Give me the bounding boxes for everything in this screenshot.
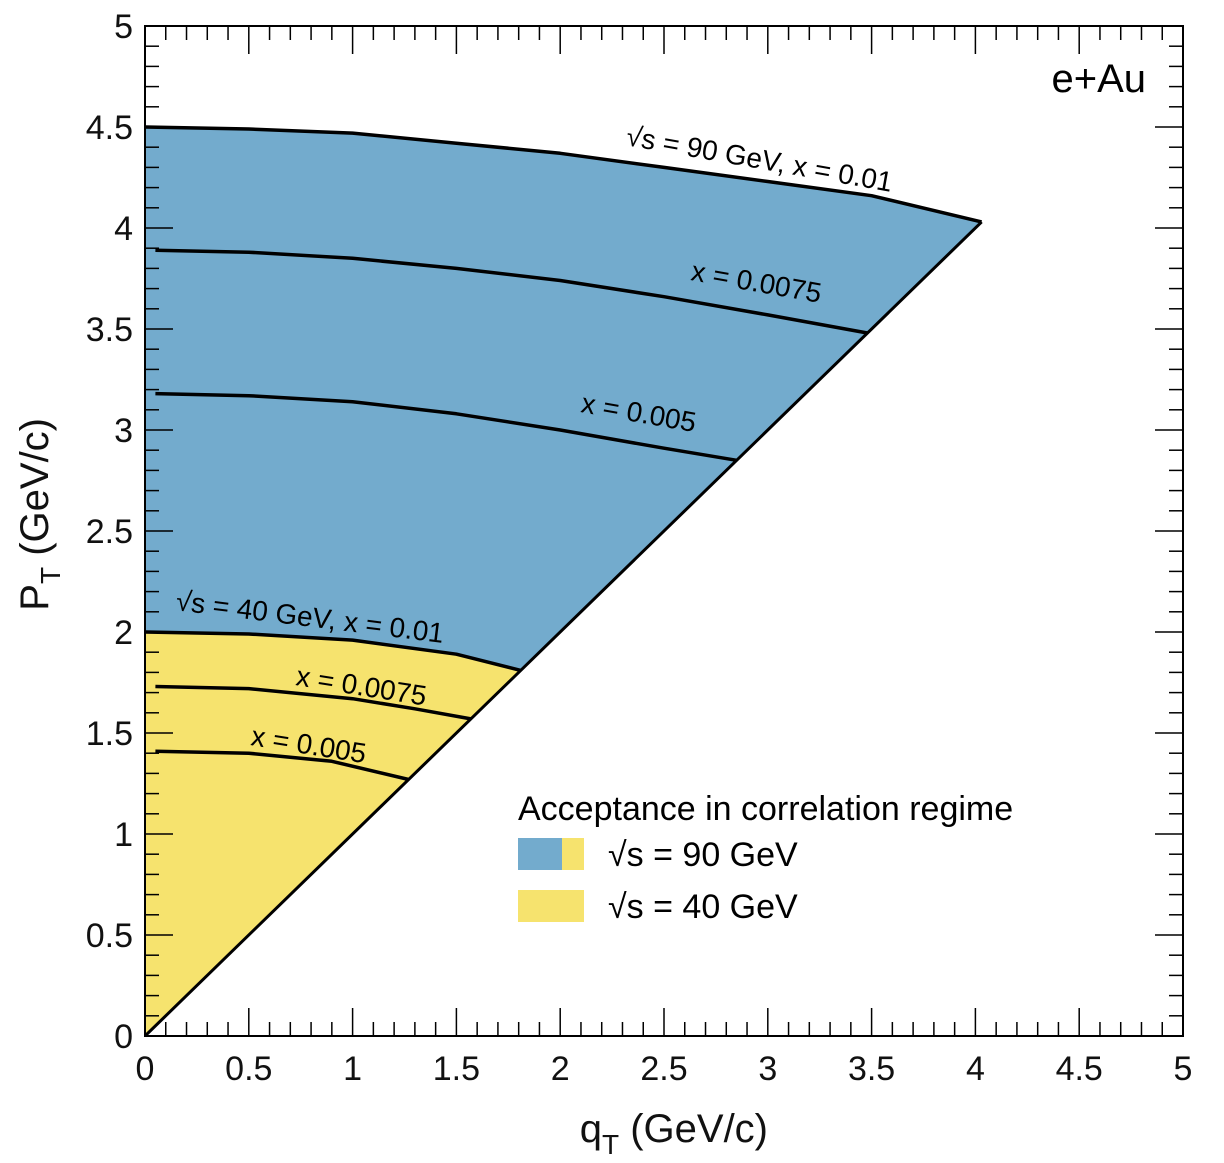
x-axis-title-unit: (GeV/c) bbox=[619, 1107, 768, 1151]
curve-1 bbox=[155, 248, 868, 335]
curve-5 bbox=[155, 749, 410, 782]
diagonal-boundary bbox=[143, 220, 983, 1038]
x-tick-label: 2.5 bbox=[640, 1050, 687, 1088]
legend-entry-label: √s = 90 GeV bbox=[608, 836, 798, 874]
x-tick-label: 4 bbox=[966, 1050, 985, 1088]
y-tick-label: 1.5 bbox=[86, 715, 133, 753]
y-tick-label: 4 bbox=[114, 210, 133, 248]
y-tick-label: 1 bbox=[114, 816, 133, 854]
legend-swatch bbox=[562, 838, 584, 870]
legend-swatch bbox=[518, 890, 584, 922]
x-tick-label: 3 bbox=[758, 1050, 777, 1088]
x-tick-label: 1 bbox=[343, 1050, 362, 1088]
x-tick-label: 4.5 bbox=[1056, 1050, 1103, 1088]
legend: Acceptance in correlation regime √s = 90… bbox=[518, 790, 1013, 926]
curve-4 bbox=[155, 684, 472, 721]
curves bbox=[143, 125, 983, 1038]
y-tick-label: 3 bbox=[114, 412, 133, 450]
x-tick-label: 5 bbox=[1174, 1050, 1193, 1088]
collision-label: e+Au bbox=[1051, 57, 1146, 101]
legend-title: Acceptance in correlation regime bbox=[518, 790, 1013, 828]
y-axis-title-sub: T bbox=[35, 567, 66, 584]
x-axis-title-main: q bbox=[580, 1107, 602, 1151]
axis-ticks bbox=[144, 25, 1184, 1037]
y-tick-label: 5 bbox=[114, 8, 133, 46]
x-axis-title: qT (GeV/c) bbox=[580, 1107, 768, 1160]
y-tick-label: 4.5 bbox=[86, 109, 133, 147]
y-tick-label: 0.5 bbox=[86, 917, 133, 955]
legend-entry-label: √s = 40 GeV bbox=[608, 888, 798, 926]
y-axis-title-main: P bbox=[13, 584, 57, 611]
x-tick-label: 2 bbox=[551, 1050, 570, 1088]
y-tick-label: 2.5 bbox=[86, 513, 133, 551]
x-tick-label: 0 bbox=[136, 1050, 155, 1088]
regions bbox=[145, 127, 982, 1036]
region-s40 bbox=[145, 632, 521, 1036]
y-tick-label: 2 bbox=[114, 614, 133, 652]
y-tick-label: 3.5 bbox=[86, 311, 133, 349]
legend-swatch bbox=[518, 838, 562, 870]
y-axis-title: PT (GeV/c) bbox=[13, 418, 66, 611]
curve-0 bbox=[144, 125, 983, 224]
x-tick-label: 1.5 bbox=[433, 1050, 480, 1088]
y-axis-title-unit: (GeV/c) bbox=[13, 418, 57, 567]
curve-2 bbox=[155, 391, 737, 463]
y-tick-label: 0 bbox=[114, 1018, 133, 1056]
x-axis-title-sub: T bbox=[602, 1129, 619, 1160]
legend-entries: √s = 90 GeV √s = 40 GeV bbox=[518, 836, 798, 926]
tick-labels: 0 0.5 1 1.5 2 2.5 3 3.5 4 4.5 5 0 0.5 1 1.5 2 2.5 3 3.5 4 4.… bbox=[86, 8, 1193, 1088]
x-tick-label: 3.5 bbox=[848, 1050, 895, 1088]
curve-3 bbox=[144, 630, 522, 673]
x-tick-label: 0.5 bbox=[225, 1050, 272, 1088]
